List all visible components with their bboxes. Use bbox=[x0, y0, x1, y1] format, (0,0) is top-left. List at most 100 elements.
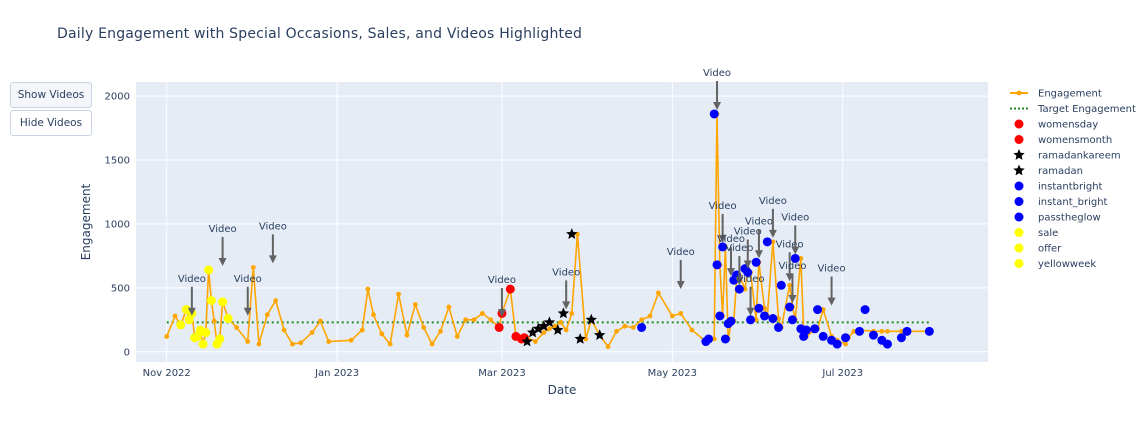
video-annotation[interactable]: Video bbox=[717, 234, 745, 277]
annotation-label: Video bbox=[209, 224, 237, 235]
legend-item[interactable]: womensmonth bbox=[1014, 135, 1113, 146]
legend-item[interactable]: ramadankareem bbox=[1013, 149, 1121, 162]
legend-item[interactable]: Engagement bbox=[1010, 89, 1102, 100]
video-annotation[interactable]: Video bbox=[209, 224, 237, 266]
annotation-arrow-head bbox=[791, 246, 800, 255]
instant-marker bbox=[896, 333, 906, 343]
video-annotation[interactable]: Video bbox=[667, 247, 695, 289]
engagement-point bbox=[234, 325, 239, 330]
legend-swatch bbox=[1014, 181, 1024, 191]
instant-marker bbox=[734, 284, 744, 294]
annotation-arrow-head bbox=[746, 307, 755, 316]
legend-swatch bbox=[1014, 119, 1024, 129]
video-annotations[interactable]: VideoVideoVideoVideoVideoVideoVideoVideo… bbox=[178, 68, 846, 318]
video-annotation[interactable]: Video bbox=[552, 267, 580, 310]
engagement-point bbox=[851, 328, 857, 334]
engagement-point bbox=[689, 327, 695, 333]
engagement-point bbox=[753, 317, 759, 323]
engagement-point bbox=[614, 328, 619, 334]
engagement-point bbox=[647, 313, 653, 319]
engagement-point bbox=[563, 327, 569, 333]
video-annotation[interactable]: Video bbox=[725, 243, 753, 286]
video-annotation[interactable]: Video bbox=[737, 274, 765, 316]
engagement-point bbox=[250, 264, 256, 270]
engagement-point bbox=[899, 328, 904, 334]
engagement-point bbox=[298, 340, 304, 346]
sale-marker bbox=[204, 265, 214, 275]
annotation-label: Video bbox=[781, 212, 809, 223]
video-annotation[interactable]: Video bbox=[488, 275, 516, 318]
engagement-point bbox=[404, 332, 410, 338]
instant-marker bbox=[841, 333, 851, 343]
legend-label: womensday bbox=[1038, 120, 1098, 131]
engagement-point bbox=[558, 319, 564, 325]
axes: 0 500 1000 1500 2000 Nov 2022 Jan 2023 Mar 2023… bbox=[105, 92, 864, 379]
legend-item[interactable]: sale bbox=[1014, 228, 1059, 239]
video-annotation[interactable]: Video bbox=[781, 212, 809, 255]
legend-item[interactable]: instant_bright bbox=[1014, 197, 1108, 208]
annotation-label: Video bbox=[488, 275, 516, 286]
womens-marker bbox=[505, 284, 515, 294]
annotation-label: Video bbox=[703, 68, 731, 79]
instant-marker bbox=[801, 325, 811, 335]
instant-marker bbox=[813, 305, 823, 315]
instant-marker bbox=[715, 311, 725, 321]
legend-item[interactable]: womensday bbox=[1014, 119, 1099, 131]
video-annotation[interactable]: Video bbox=[745, 216, 773, 259]
legend-item[interactable]: passtheglow bbox=[1014, 212, 1101, 224]
legend-swatch bbox=[1014, 212, 1024, 222]
hide-videos-button[interactable]: Hide Videos bbox=[10, 110, 92, 136]
ramadan-marker bbox=[538, 320, 550, 332]
sale-marker bbox=[218, 297, 228, 307]
annotation-arrow-head bbox=[243, 307, 252, 316]
engagement-point bbox=[885, 328, 890, 334]
x-tick-label: Mar 2023 bbox=[478, 368, 526, 379]
video-annotation[interactable]: Video bbox=[703, 68, 731, 110]
x-tick-label: May 2023 bbox=[648, 368, 697, 379]
sale-marker bbox=[206, 296, 216, 306]
legend-label: yellowweek bbox=[1038, 259, 1096, 270]
annotation-label: Video bbox=[259, 221, 287, 232]
sale-marker bbox=[201, 328, 211, 338]
engagement-point bbox=[211, 318, 217, 324]
legend-label: instant_bright bbox=[1038, 197, 1108, 208]
instant-marker bbox=[868, 330, 878, 340]
video-annotation[interactable]: Video bbox=[178, 274, 206, 316]
legend[interactable]: Engagement Target Engagement womensday wome… bbox=[1010, 89, 1136, 271]
annotation-arrow-head bbox=[827, 297, 836, 306]
video-annotation[interactable]: Video bbox=[818, 264, 846, 306]
legend-item[interactable]: offer bbox=[1014, 243, 1063, 255]
legend-label: sale bbox=[1038, 228, 1058, 239]
legend-label: ramadankareem bbox=[1038, 151, 1121, 162]
legend-label: passtheglow bbox=[1038, 213, 1101, 224]
video-annotation[interactable]: Video bbox=[734, 227, 762, 269]
legend-item[interactable]: yellowweek bbox=[1014, 259, 1097, 270]
video-annotation[interactable]: Video bbox=[709, 201, 737, 243]
video-annotation[interactable]: Video bbox=[778, 261, 806, 304]
legend-item[interactable]: ramadan bbox=[1013, 164, 1083, 178]
instant-marker bbox=[855, 326, 865, 336]
video-annotation[interactable]: Video bbox=[234, 274, 262, 316]
video-annotation[interactable]: Video bbox=[759, 196, 787, 238]
engagement-point bbox=[762, 305, 767, 311]
engagement-point bbox=[770, 239, 776, 245]
annotation-arrow-head bbox=[788, 295, 797, 304]
annotation-arrow-head bbox=[218, 257, 227, 266]
show-videos-button[interactable]: Show Videos bbox=[10, 82, 92, 108]
engagement-point bbox=[820, 307, 826, 312]
instant-marker bbox=[882, 339, 892, 349]
legend-item[interactable]: Target Engagement bbox=[1010, 104, 1136, 115]
x-tick-label: Jan 2023 bbox=[314, 368, 359, 379]
legend-swatch-marker bbox=[1016, 90, 1022, 96]
instant-marker bbox=[726, 316, 736, 326]
engagement-point bbox=[387, 341, 393, 347]
engagement-point bbox=[787, 282, 793, 288]
video-annotation[interactable]: Video bbox=[259, 221, 287, 264]
instant-marker bbox=[787, 315, 797, 325]
instant-marker bbox=[637, 322, 647, 332]
legend-item[interactable]: instantbright bbox=[1014, 181, 1103, 193]
annotation-label: Video bbox=[734, 227, 762, 238]
instant-marker bbox=[773, 322, 783, 332]
instant-marker bbox=[810, 324, 820, 334]
